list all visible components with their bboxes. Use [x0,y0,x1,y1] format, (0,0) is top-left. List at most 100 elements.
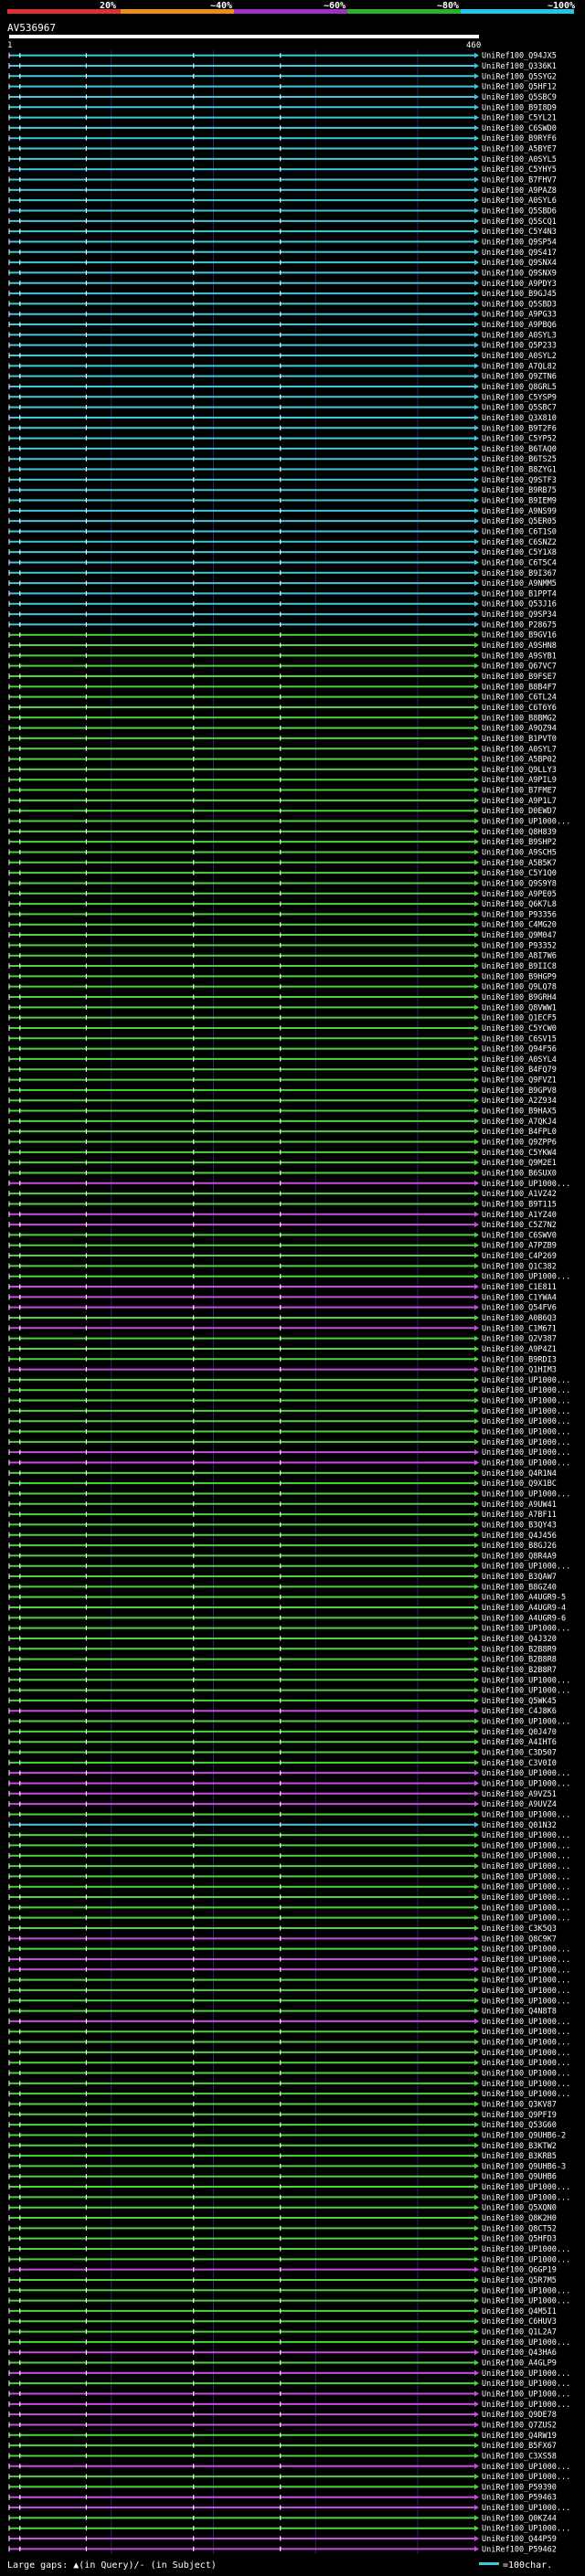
hit-gap-marker [280,1056,282,1062]
hit-gap-marker [193,726,195,731]
hit-gap-marker [280,260,282,265]
hit-gap-marker [85,1201,88,1206]
hit-arrowhead [474,2080,479,2086]
hit-gap-marker [193,2236,195,2242]
hit-arrowhead [474,1759,479,1765]
hit-gap-marker [19,239,21,244]
hit-gap-marker [280,694,282,700]
hit-gap-marker [280,1998,282,2003]
hit-gap-marker [280,446,282,451]
hit-label: UniRef100_C6SV15 [482,1034,557,1044]
hit-label: UniRef100_Q8H839 [482,828,557,837]
hit-gap-marker [280,1553,282,1558]
hit-arrowhead [474,2359,479,2366]
hit-gap-marker [19,2339,21,2345]
hit-arrowhead [474,1956,479,1962]
hit-gap-marker [85,808,88,813]
hit-gap-marker [85,1873,88,1879]
hit-label: UniRef100_B7FME7 [482,787,557,796]
hit-gap-marker [280,788,282,793]
hit-gap-marker [85,911,88,917]
hit-gap-marker [85,1501,88,1507]
hit-gap-marker [85,2060,88,2065]
hit-gap-marker [19,663,21,669]
hit-gap-marker [85,1729,88,1734]
hit-gap-marker [85,1842,88,1848]
hit-arrowhead [474,2049,479,2055]
hit-arrowhead [474,445,479,451]
hit-gap-marker [19,2163,21,2168]
hit-gap-marker [193,911,195,917]
hit-gap-marker [280,218,282,224]
hit-label: UniRef100_Q6GP19 [482,2266,557,2275]
hit-label: UniRef100_Q1C382 [482,1262,557,1271]
hit-gap-marker [19,922,21,928]
hit-gap-marker [85,1439,88,1445]
hit-gap-marker [193,2215,195,2221]
hit-arrowhead [474,901,479,907]
hit-label: UniRef100_UP1000... [482,2090,570,2099]
hit-gap-marker [280,2225,282,2231]
hit-label: UniRef100_A5BP02 [482,756,557,765]
hit-label: UniRef100_Q9PFI9 [482,2111,557,2120]
hit-gap-marker [280,1894,282,1900]
hit-gap-marker [19,1284,21,1289]
hit-label: UniRef100_Q5SBD6 [482,207,557,216]
hit-gap-marker [85,757,88,762]
hit-gap-marker [85,2101,88,2106]
hit-gap-marker [193,2029,195,2034]
hit-gap-marker [280,1904,282,1910]
hit-arrowhead [474,124,479,131]
hit-arrowhead [474,1397,479,1404]
hit-gap-marker [19,1087,21,1093]
hit-gap-marker [193,829,195,834]
hit-gap-marker [85,63,88,69]
hit-gap-marker [280,2453,282,2458]
hit-gap-marker [85,2380,88,2386]
legend-gap-query-marker: ▲ [73,2560,79,2571]
hit-arrowhead [474,611,479,618]
hit-label: UniRef100_UP1000... [482,1914,570,1924]
hit-gap-marker [193,849,195,854]
hit-gap-marker [193,415,195,420]
hit-arrowhead [474,322,479,328]
hit-arrowhead [474,1211,479,1217]
hit-gap-marker [193,1356,195,1362]
hit-label: UniRef100_Q1L2A7 [482,2328,557,2337]
hit-gap-marker [280,2267,282,2273]
hit-gap-marker [193,1688,195,1693]
hit-gap-marker [85,1677,88,1682]
hit-arrowhead [474,2515,479,2521]
hit-label: UniRef100_A4UGR9-6 [482,1614,566,1623]
hit-gap-marker [280,53,282,58]
hit-arrowhead [474,2422,479,2428]
hit-gap-marker [85,1811,88,1817]
hit-gap-marker [193,425,195,430]
hit-gap-marker [19,322,21,327]
hit-arrowhead [474,186,479,193]
hit-label: UniRef100_Q8K2H0 [482,2214,557,2223]
hit-gap-marker [85,1584,88,1589]
hit-gap-marker [19,1201,21,1206]
hit-gap-marker [193,984,195,990]
hit-arrowhead [474,1284,479,1290]
hit-gap-marker [85,2474,88,2479]
hit-gap-marker [280,1129,282,1134]
hit-gap-marker [280,1439,282,1445]
hit-gap-marker [280,1719,282,1724]
hit-arrowhead [474,1108,479,1114]
svg-text:Large gaps: ▲(in Query)/‑ (in: Large gaps: ▲(in Query)/‑ (in Subject) [7,2560,217,2571]
hit-gap-marker [19,374,21,379]
hit-gap-marker [280,156,282,162]
hit-gap-marker [85,1150,88,1155]
hit-gap-marker [193,1873,195,1879]
hit-gap-marker [85,1532,88,1538]
hit-arrowhead [474,1004,479,1011]
hit-gap-marker [19,394,21,399]
hit-label: UniRef100_UP1000... [482,2018,570,2027]
hit-arrowhead [474,1055,479,1062]
hit-gap-marker [280,1511,282,1517]
hit-gap-marker [193,1729,195,1734]
hit-gap-marker [280,166,282,172]
